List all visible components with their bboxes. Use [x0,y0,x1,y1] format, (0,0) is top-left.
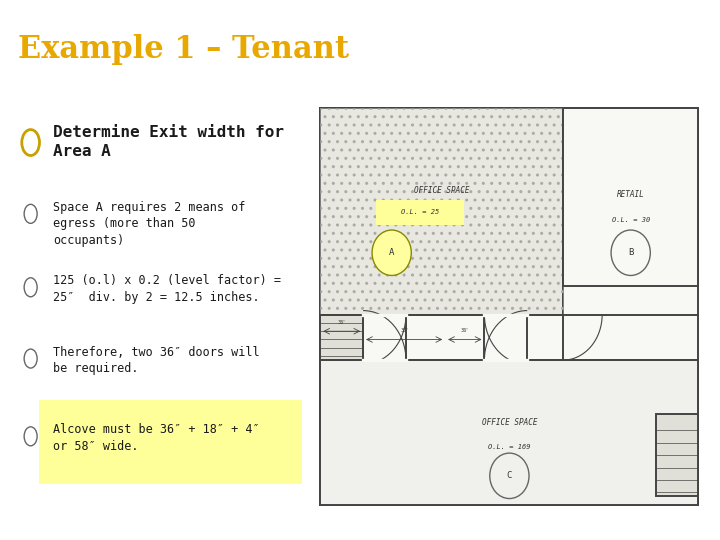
FancyBboxPatch shape [40,400,302,484]
FancyBboxPatch shape [320,360,698,505]
Text: 36': 36' [338,320,346,325]
Text: Alcove must be 36″ + 18″ + 4″
or 58″ wide.: Alcove must be 36″ + 18″ + 4″ or 58″ wid… [53,423,259,453]
Text: Therefore, two 36″ doors will
be required.: Therefore, two 36″ doors will be require… [53,346,259,375]
Text: OFFICE SPACE: OFFICE SPACE [482,417,537,427]
FancyBboxPatch shape [563,108,698,286]
Text: O.L. = 25: O.L. = 25 [401,210,439,215]
FancyBboxPatch shape [377,200,464,225]
Text: C: C [507,471,512,480]
Text: 125 (o.l) x 0.2 (level factor) =
25″  div. by 2 = 12.5 inches.: 125 (o.l) x 0.2 (level factor) = 25″ div… [53,274,281,304]
Circle shape [372,230,411,275]
FancyBboxPatch shape [656,414,698,496]
Text: Example 1 – Tenant: Example 1 – Tenant [18,34,349,65]
Text: O.L. = 30: O.L. = 30 [611,217,650,222]
Text: RETAIL: RETAIL [617,191,644,199]
Text: 36': 36' [461,328,469,333]
Text: 36': 36' [400,328,408,333]
FancyBboxPatch shape [320,315,363,360]
Text: Determine Exit width for
Area A: Determine Exit width for Area A [53,125,284,159]
Text: Space A requires 2 means of
egress (more than 50
occupants): Space A requires 2 means of egress (more… [53,201,245,247]
FancyBboxPatch shape [320,108,698,505]
Text: OFFICE SPACE: OFFICE SPACE [414,186,469,195]
Text: O.L. = 169: O.L. = 169 [488,444,531,450]
FancyBboxPatch shape [320,108,563,315]
Text: B: B [628,248,634,257]
Text: A: A [389,248,395,257]
